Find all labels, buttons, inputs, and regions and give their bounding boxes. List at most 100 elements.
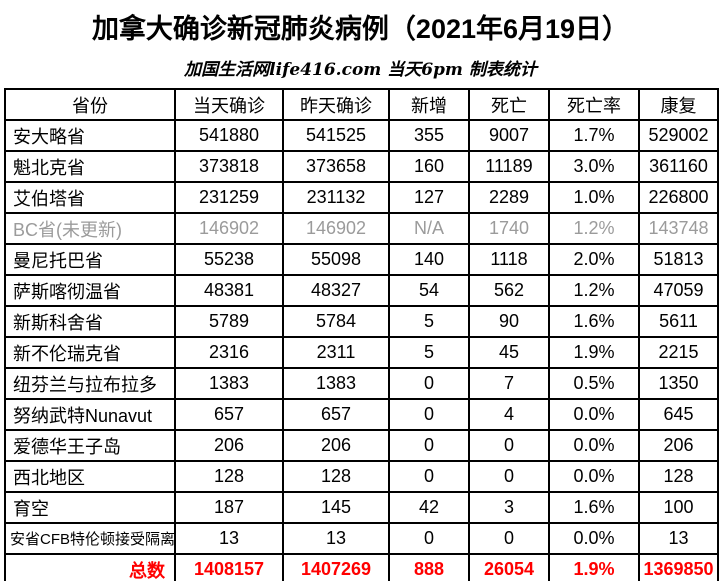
yesterday-confirmed-cell: 657: [282, 398, 390, 431]
table-row: 安大略省 541880 541525 355 9007 1.7% 529002: [4, 119, 719, 152]
death-rate-cell: 0.0%: [548, 398, 640, 431]
column-header-deaths: 死亡: [468, 88, 550, 121]
province-cell: 新斯科舍省: [4, 305, 176, 338]
yesterday-confirmed-cell: 231132: [282, 181, 390, 214]
new-cases-cell: 888: [388, 553, 470, 581]
new-cases-cell: 0: [388, 367, 470, 400]
new-cases-cell: 0: [388, 398, 470, 431]
yesterday-confirmed-cell: 146902: [282, 212, 390, 245]
new-cases-cell: 127: [388, 181, 470, 214]
deaths-cell: 3: [468, 491, 550, 524]
yesterday-confirmed-cell: 55098: [282, 243, 390, 276]
deaths-cell: 11189: [468, 150, 550, 183]
page-title: 加拿大确诊新冠肺炎病例（2021年6月19日）: [91, 14, 630, 44]
recovered-cell: 529002: [638, 119, 719, 152]
death-rate-cell: 1.9%: [548, 553, 640, 581]
new-cases-cell: 5: [388, 336, 470, 369]
yesterday-confirmed-cell: 206: [282, 429, 390, 462]
yesterday-confirmed-cell: 5784: [282, 305, 390, 338]
recovered-cell: 645: [638, 398, 719, 431]
death-rate-cell: 0.0%: [548, 429, 640, 462]
today-confirmed-cell: 657: [174, 398, 284, 431]
yesterday-confirmed-cell: 145: [282, 491, 390, 524]
today-confirmed-cell: 541880: [174, 119, 284, 152]
table-row: 纽芬兰与拉布拉多 1383 1383 0 7 0.5% 1350: [4, 367, 719, 400]
death-rate-cell: 1.0%: [548, 181, 640, 214]
header-row: 省份 当天确诊 昨天确诊 新增 死亡 死亡率 康复: [4, 88, 719, 121]
recovered-cell: 143748: [638, 212, 719, 245]
death-rate-cell: 2.0%: [548, 243, 640, 276]
deaths-cell: 0: [468, 460, 550, 493]
table-row: 曼尼托巴省 55238 55098 140 1118 2.0% 51813: [4, 243, 719, 276]
new-cases-cell: 140: [388, 243, 470, 276]
today-confirmed-cell: 1383: [174, 367, 284, 400]
deaths-cell: 0: [468, 522, 550, 555]
death-rate-cell: 1.6%: [548, 305, 640, 338]
recovered-cell: 47059: [638, 274, 719, 307]
today-confirmed-cell: 55238: [174, 243, 284, 276]
today-confirmed-cell: 146902: [174, 212, 284, 245]
page-subtitle: 加国生活网life416.com 当天6pm 制表统计: [184, 60, 537, 80]
today-confirmed-cell: 206: [174, 429, 284, 462]
province-cell: 总数: [4, 553, 176, 581]
table-row: 总数 1408157 1407269 888 26054 1.9% 136985…: [4, 553, 719, 581]
yesterday-confirmed-cell: 541525: [282, 119, 390, 152]
today-confirmed-cell: 373818: [174, 150, 284, 183]
death-rate-cell: 0.0%: [548, 460, 640, 493]
table-row: 新斯科舍省 5789 5784 5 90 1.6% 5611: [4, 305, 719, 338]
recovered-cell: 1350: [638, 367, 719, 400]
today-confirmed-cell: 5789: [174, 305, 284, 338]
deaths-cell: 1740: [468, 212, 550, 245]
yesterday-confirmed-cell: 13: [282, 522, 390, 555]
today-confirmed-cell: 187: [174, 491, 284, 524]
province-cell: BC省(未更新): [4, 212, 176, 245]
province-cell: 艾伯塔省: [4, 181, 176, 214]
recovered-cell: 2215: [638, 336, 719, 369]
today-confirmed-cell: 2316: [174, 336, 284, 369]
column-header-recovered: 康复: [638, 88, 719, 121]
column-header-death-rate: 死亡率: [548, 88, 640, 121]
table-body: 安大略省 541880 541525 355 9007 1.7% 529002 …: [4, 119, 719, 581]
province-cell: 努纳武特Nunavut: [4, 398, 176, 431]
new-cases-cell: 0: [388, 460, 470, 493]
column-header-yesterday-confirmed: 昨天确诊: [282, 88, 390, 121]
province-cell: 魁北克省: [4, 150, 176, 183]
death-rate-cell: 3.0%: [548, 150, 640, 183]
yesterday-confirmed-cell: 128: [282, 460, 390, 493]
deaths-cell: 562: [468, 274, 550, 307]
table-row: BC省(未更新) 146902 146902 N/A 1740 1.2% 143…: [4, 212, 719, 245]
province-cell: 安省CFB特伦顿接受隔离: [4, 522, 176, 555]
new-cases-cell: 42: [388, 491, 470, 524]
table-row: 努纳武特Nunavut 657 657 0 4 0.0% 645: [4, 398, 719, 431]
today-confirmed-cell: 1408157: [174, 553, 284, 581]
recovered-cell: 100: [638, 491, 719, 524]
province-cell: 萨斯喀彻温省: [4, 274, 176, 307]
table-row: 安省CFB特伦顿接受隔离 13 13 0 0 0.0% 13: [4, 522, 719, 555]
recovered-cell: 1369850: [638, 553, 719, 581]
province-cell: 纽芬兰与拉布拉多: [4, 367, 176, 400]
today-confirmed-cell: 128: [174, 460, 284, 493]
recovered-cell: 206: [638, 429, 719, 462]
deaths-cell: 26054: [468, 553, 550, 581]
column-header-new-cases: 新增: [388, 88, 470, 121]
new-cases-cell: 0: [388, 522, 470, 555]
today-confirmed-cell: 13: [174, 522, 284, 555]
yesterday-confirmed-cell: 373658: [282, 150, 390, 183]
deaths-cell: 45: [468, 336, 550, 369]
recovered-cell: 51813: [638, 243, 719, 276]
recovered-cell: 13: [638, 522, 719, 555]
deaths-cell: 2289: [468, 181, 550, 214]
deaths-cell: 9007: [468, 119, 550, 152]
province-cell: 新不伦瑞克省: [4, 336, 176, 369]
recovered-cell: 361160: [638, 150, 719, 183]
covid-stats-table: 省份 当天确诊 昨天确诊 新增 死亡 死亡率 康复 安大略省 541880 54…: [4, 88, 719, 581]
province-cell: 安大略省: [4, 119, 176, 152]
today-confirmed-cell: 48381: [174, 274, 284, 307]
yesterday-confirmed-cell: 2311: [282, 336, 390, 369]
new-cases-cell: 0: [388, 429, 470, 462]
table-row: 魁北克省 373818 373658 160 11189 3.0% 361160: [4, 150, 719, 183]
column-header-province: 省份: [4, 88, 176, 121]
yesterday-confirmed-cell: 48327: [282, 274, 390, 307]
deaths-cell: 1118: [468, 243, 550, 276]
